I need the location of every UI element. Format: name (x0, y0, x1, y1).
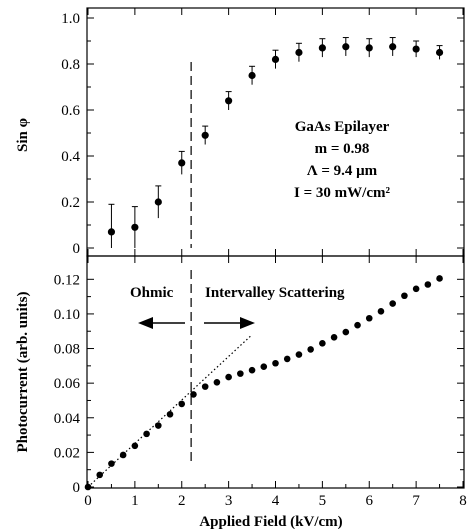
data-point (131, 223, 139, 231)
data-point (365, 44, 373, 52)
top-data-points (107, 37, 444, 248)
bottom-y-tick-label: 0 (73, 480, 81, 496)
data-point (389, 300, 396, 307)
data-point (166, 411, 174, 418)
right-arrow (204, 317, 255, 329)
data-point (424, 281, 432, 288)
data-point (225, 373, 232, 381)
annotation-intensity: I = 30 mW/cm² (294, 185, 390, 201)
data-point (155, 422, 162, 429)
data-point (307, 346, 314, 353)
bottom-x-tick-label: 8 (459, 493, 467, 509)
data-point (260, 363, 268, 371)
data-point (96, 471, 104, 479)
region-label-intervalley: Intervalley Scattering (205, 285, 345, 301)
data-point (84, 483, 92, 491)
data-point (225, 97, 233, 105)
bottom-x-tick-label: 1 (131, 493, 139, 509)
data-point (201, 131, 209, 139)
data-point (178, 159, 186, 167)
bottom-x-tick-label: 6 (366, 493, 374, 509)
data-point (436, 275, 443, 282)
data-point (389, 43, 397, 51)
bottom-y-axis-label: Photocurrent (arb. units) (15, 292, 31, 453)
data-point (377, 308, 385, 315)
bottom-y-tick-label: 0.08 (54, 342, 80, 358)
data-point (283, 355, 291, 363)
data-point (342, 43, 350, 51)
data-point (237, 370, 244, 377)
data-point (213, 378, 221, 386)
top-y-tick-label: 1.0 (61, 11, 80, 27)
top-y-tick-label: 0 (73, 241, 81, 257)
data-point (271, 55, 280, 64)
ohmic-fit-line (87, 334, 253, 488)
data-point (108, 460, 115, 467)
bottom-x-tick-label: 0 (84, 493, 92, 509)
data-point (401, 292, 408, 300)
data-point (143, 430, 150, 438)
data-point (154, 198, 162, 206)
data-point (295, 48, 303, 57)
top-y-tick-label: 0.2 (61, 195, 80, 211)
data-point (295, 351, 303, 358)
top-y-tick-label: 0.8 (61, 57, 80, 73)
bottom-x-tick-label: 3 (225, 493, 233, 509)
data-point (412, 45, 420, 53)
top-y-ticks: 0 0.2 0.4 0.6 0.8 1.0 (61, 8, 464, 257)
top-y-tick-label: 0.6 (61, 103, 80, 119)
data-point (319, 340, 326, 347)
top-plot-frame (86, 7, 465, 257)
data-point (435, 48, 444, 57)
top-y-axis-label: Sin φ (15, 118, 31, 152)
data-point (412, 285, 420, 293)
top-y-tick-label: 0.4 (61, 149, 80, 165)
bottom-x-tick-label: 2 (178, 493, 186, 509)
data-point (119, 451, 127, 459)
data-point (248, 71, 256, 80)
annotation-m: m = 0.98 (315, 141, 370, 157)
bottom-x-tick-label: 4 (272, 493, 280, 509)
data-point (318, 44, 326, 52)
data-point (107, 228, 116, 236)
annotation-lambda: Λ = 9.4 μm (307, 163, 378, 179)
bottom-y-tick-label: 0.02 (54, 445, 80, 461)
bottom-y-tick-label: 0.06 (54, 376, 81, 392)
bottom-ticks: 0 0.02 0.04 0.06 0.08 0.10 0.12 0 1 2 3 4 5 6 7 8 (54, 256, 467, 509)
x-axis-label: Applied Field (kV/cm) (199, 514, 342, 529)
data-point (201, 383, 209, 390)
data-point (330, 333, 338, 341)
data-point (354, 321, 361, 329)
bottom-y-tick-label: 0.04 (54, 411, 81, 427)
bottom-data-points (84, 275, 443, 491)
left-arrow (138, 317, 185, 329)
bottom-y-tick-label: 0.12 (54, 272, 80, 288)
data-point (365, 314, 373, 322)
data-point (190, 391, 197, 398)
annotation-sample: GaAs Epilayer (295, 119, 390, 135)
bottom-x-tick-label: 7 (412, 493, 420, 509)
data-point (131, 442, 139, 450)
data-point (248, 366, 256, 374)
region-label-ohmic: Ohmic (130, 285, 174, 301)
data-point (272, 359, 279, 367)
bottom-x-tick-label: 5 (319, 493, 327, 509)
bottom-y-tick-label: 0.10 (54, 307, 80, 323)
data-point (342, 328, 350, 336)
data-point (178, 400, 186, 408)
